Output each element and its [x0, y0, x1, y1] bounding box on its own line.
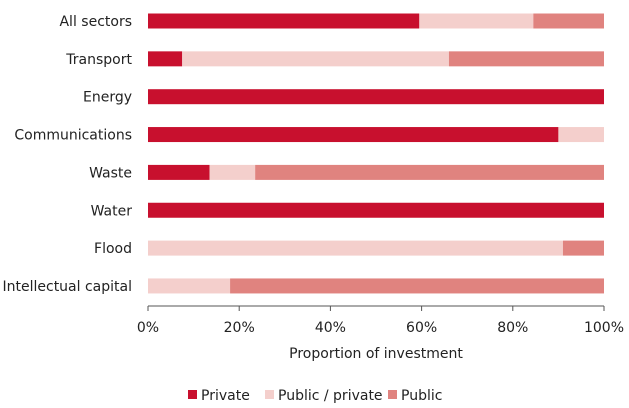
bar-all-sectors-public [533, 13, 604, 29]
bar-waste-public [255, 164, 604, 180]
bar-communications-public-private [558, 127, 604, 143]
bar-transport-public [448, 51, 604, 67]
x-tick-label: 0% [137, 320, 159, 336]
bars-group [148, 13, 604, 294]
x-axis-ticks: 0% 20% 40% 60% 80% 100% [137, 306, 624, 336]
x-tick-label: 100% [584, 320, 624, 336]
legend-swatch-private [188, 390, 197, 399]
x-axis-title: Proportion of investment [289, 346, 463, 362]
category-label-intellectual-capital: Intellectual capital [3, 279, 133, 295]
category-label-flood: Flood [94, 241, 132, 257]
legend-label-private: Private [201, 388, 250, 404]
x-tick-label: 60% [406, 320, 437, 336]
bar-flood-public-private [148, 240, 563, 256]
bar-intellectual-capital-public-private [148, 278, 231, 294]
category-label-transport: Transport [65, 52, 132, 68]
legend-label-public-private: Public / private [278, 388, 383, 404]
bar-energy-private [148, 89, 604, 105]
bar-waste-private [148, 164, 210, 180]
bar-flood-public [562, 240, 604, 256]
bar-waste-public-private [209, 164, 256, 180]
category-label-water: Water [91, 203, 133, 219]
bar-all-sectors-private [148, 13, 420, 29]
bar-transport-private [148, 51, 183, 67]
category-label-energy: Energy [83, 90, 132, 106]
category-label-waste: Waste [89, 165, 132, 181]
x-tick-label: 80% [497, 320, 528, 336]
legend-label-public: Public [401, 388, 442, 404]
bar-intellectual-capital-public [230, 278, 604, 294]
bar-all-sectors-public-private [419, 13, 534, 29]
legend: Private Public / private Public [188, 388, 442, 404]
x-tick-label: 20% [224, 320, 255, 336]
legend-swatch-public [388, 390, 397, 399]
bar-water-private [148, 202, 604, 218]
bar-transport-public-private [182, 51, 449, 67]
category-label-all-sectors: All sectors [59, 14, 132, 30]
category-label-communications: Communications [14, 128, 132, 144]
legend-swatch-public-private [265, 390, 274, 399]
bar-communications-private [148, 127, 559, 143]
x-tick-label: 40% [315, 320, 346, 336]
category-labels: All sectors Transport Energy Communications… [3, 14, 133, 295]
